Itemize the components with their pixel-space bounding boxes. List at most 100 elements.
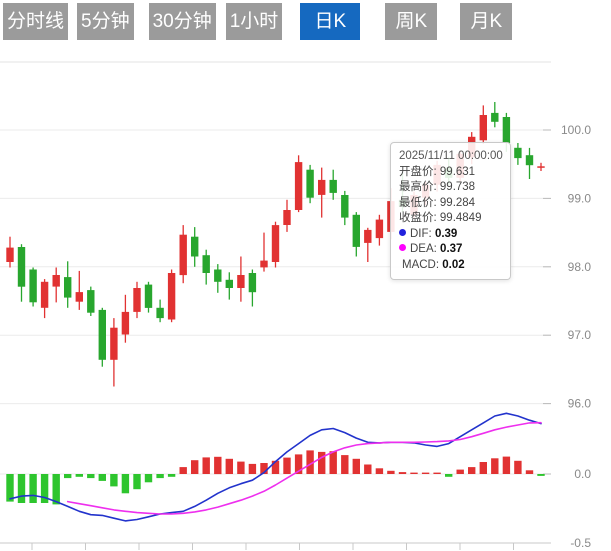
tooltip-row-macd: MACD: 0.02	[399, 258, 502, 274]
macd-bar	[271, 460, 280, 474]
tab-monthly-k[interactable]: 月K	[460, 3, 513, 40]
candle[interactable]	[225, 272, 233, 300]
price-axis-label: 96.0	[568, 397, 592, 411]
candle-body	[525, 155, 534, 166]
candle-body	[75, 292, 83, 302]
macd-bar	[225, 458, 233, 474]
candle[interactable]	[341, 190, 349, 226]
macd-bar	[17, 474, 26, 503]
macd-bar	[214, 456, 222, 475]
price-axis-label: 100.0	[561, 123, 591, 137]
macd-bar	[133, 474, 141, 490]
candle[interactable]	[283, 199, 291, 232]
candle[interactable]	[375, 214, 384, 246]
candle[interactable]	[214, 264, 222, 293]
macd-bar	[433, 472, 441, 474]
candle-body	[352, 214, 360, 247]
macd-bar	[202, 457, 210, 474]
candle[interactable]	[329, 169, 337, 200]
tooltip-value: 99.284	[439, 196, 476, 209]
tooltip-label: 收盘价:	[399, 212, 437, 224]
tooltip-value: 0.39	[434, 227, 458, 240]
tooltip-row-low: 最低价: 99.284	[399, 196, 502, 212]
candle[interactable]	[156, 299, 164, 323]
candle[interactable]	[306, 164, 314, 204]
candle[interactable]	[40, 279, 49, 319]
candle[interactable]	[29, 267, 37, 307]
macd-bar	[87, 474, 95, 479]
candle[interactable]	[75, 270, 83, 310]
macd-bar	[6, 474, 14, 502]
tab-daily-k[interactable]: 日K	[300, 3, 361, 40]
candle[interactable]	[110, 318, 118, 387]
candle[interactable]	[6, 236, 14, 268]
tab-5min[interactable]: 5分钟	[77, 3, 134, 40]
candle-body	[491, 112, 499, 122]
price-axis-label: 98.0	[568, 260, 592, 274]
price-axis-label: 97.0	[568, 328, 592, 342]
macd-bar	[156, 474, 164, 479]
tab-timeline[interactable]: 分时线	[3, 3, 69, 40]
candle[interactable]	[294, 155, 303, 213]
macd-bar	[375, 468, 384, 474]
tab-30min[interactable]: 30分钟	[148, 3, 216, 40]
price-axis-label: 99.0	[568, 191, 592, 205]
candle-body	[237, 275, 245, 288]
macd-bar	[537, 474, 545, 476]
macd-bar	[29, 474, 37, 503]
candle[interactable]	[87, 286, 95, 316]
candle[interactable]	[525, 147, 534, 179]
candle[interactable]	[514, 143, 522, 165]
candle[interactable]	[17, 244, 26, 302]
candle[interactable]	[133, 281, 141, 319]
candle[interactable]	[64, 261, 72, 308]
macd-bar	[514, 460, 522, 474]
candle[interactable]	[144, 281, 153, 313]
candle[interactable]	[260, 232, 268, 272]
candle[interactable]	[179, 225, 187, 284]
candle[interactable]	[318, 167, 326, 218]
candle-body	[52, 275, 60, 287]
candle[interactable]	[237, 256, 245, 302]
candle[interactable]	[98, 307, 106, 367]
candle[interactable]	[479, 105, 487, 144]
candle[interactable]	[202, 249, 210, 285]
macd-bar	[318, 451, 326, 474]
tooltip-label: 最低价:	[399, 196, 437, 209]
candle[interactable]	[537, 162, 545, 171]
period-toolbar: 分时线 5分钟 30分钟 1小时 日K 周K 月K	[3, 3, 513, 40]
candle[interactable]	[191, 227, 199, 267]
candle-body	[225, 279, 233, 288]
macd-bar	[121, 474, 130, 494]
candle-body	[29, 269, 37, 303]
dif-dot	[399, 228, 406, 236]
candle[interactable]	[491, 102, 499, 128]
candle[interactable]	[167, 269, 176, 323]
candle[interactable]	[271, 221, 280, 268]
candle-body	[341, 195, 349, 218]
candle-body	[294, 162, 303, 210]
candle[interactable]	[121, 294, 130, 343]
macd-bar	[341, 455, 349, 474]
candle-body	[364, 229, 372, 243]
candle-body	[121, 311, 130, 335]
candle-body	[191, 236, 199, 257]
macd-bar	[52, 474, 60, 505]
tab-1hour[interactable]: 1小时	[225, 3, 283, 40]
macd-bar	[248, 463, 257, 474]
tab-weekly-k[interactable]: 周K	[385, 3, 438, 40]
candle[interactable]	[52, 267, 60, 303]
candle[interactable]	[248, 269, 257, 307]
candle-body	[537, 166, 545, 168]
macd-bar	[40, 474, 49, 503]
candle[interactable]	[352, 212, 360, 257]
tooltip-label: MACD:	[402, 258, 440, 271]
macd-bar	[525, 470, 534, 474]
macd-bar	[98, 474, 106, 481]
candle[interactable]	[364, 227, 372, 262]
candle-body	[202, 255, 210, 273]
macd-bar	[445, 474, 453, 477]
tooltip-value: 0.37	[440, 243, 463, 255]
candle-body	[40, 281, 49, 308]
